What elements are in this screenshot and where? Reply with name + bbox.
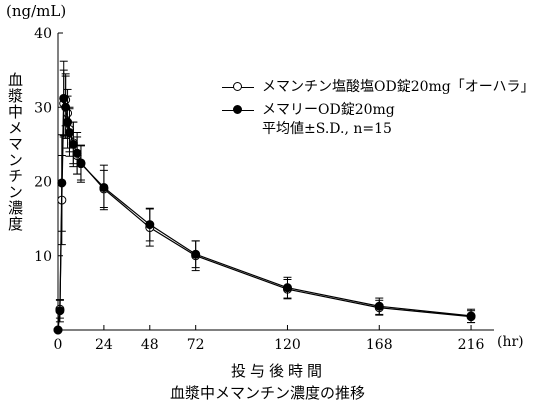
data-point-filled	[61, 102, 71, 112]
data-point-filled	[374, 301, 384, 311]
legend-item-series-2: メマリーOD錠20mg	[222, 99, 395, 119]
series-2	[53, 60, 476, 335]
y-tick-label: 20	[34, 175, 52, 191]
data-point-filled	[72, 148, 82, 158]
x-tick-label: 120	[274, 337, 301, 353]
y-axis-label: 血漿中メマンチン濃度	[6, 72, 24, 232]
x-tick-label: 168	[366, 337, 393, 353]
legend-marker-filled-circle	[222, 104, 254, 116]
legend-label-series-1: メマンチン塩酸塩OD錠20mg「オーハラ」	[262, 79, 535, 95]
y-tick-label: 40	[34, 26, 52, 42]
x-tick-label: 48	[141, 337, 159, 353]
legend-label-series-2: メマリーOD錠20mg	[262, 102, 395, 118]
x-axis-unit: (hr)	[497, 334, 524, 350]
data-point-filled	[53, 325, 63, 335]
x-tick-label: 0	[54, 337, 63, 353]
y-axis-ticks: 10 20 30 40	[34, 26, 63, 265]
x-axis-ticks: 0 24 48 72 120 168 216	[54, 325, 485, 353]
x-tick-label: 216	[458, 337, 485, 353]
data-point-filled	[466, 311, 476, 321]
y-tick-label: 30	[34, 100, 52, 116]
data-point-filled	[64, 127, 74, 137]
x-axis-label: 投与後時間	[231, 362, 327, 380]
series-line	[57, 98, 472, 331]
series-layer	[53, 60, 476, 335]
x-tick-label: 24	[95, 337, 113, 353]
data-point-filled	[59, 93, 69, 103]
y-tick-label: 10	[34, 249, 52, 265]
data-point-filled	[282, 283, 292, 293]
x-tick-label: 72	[187, 337, 205, 353]
chart-title: 血漿中メマンチン濃度の推移	[170, 384, 366, 402]
data-point-filled	[55, 306, 65, 316]
legend-item-series-1: メマンチン塩酸塩OD錠20mg「オーハラ」	[222, 76, 534, 96]
data-point-filled	[99, 182, 109, 192]
data-point-filled	[191, 249, 201, 259]
data-point-filled	[57, 178, 67, 188]
data-point-filled	[63, 117, 73, 127]
legend-marker-open-circle	[222, 81, 254, 93]
legend-note: 平均値±S.D., n=15	[262, 121, 392, 137]
y-axis-unit: (ng/mL)	[6, 2, 67, 20]
data-point-filled	[68, 139, 78, 149]
data-point-filled	[145, 220, 155, 230]
data-point-filled	[76, 159, 86, 169]
